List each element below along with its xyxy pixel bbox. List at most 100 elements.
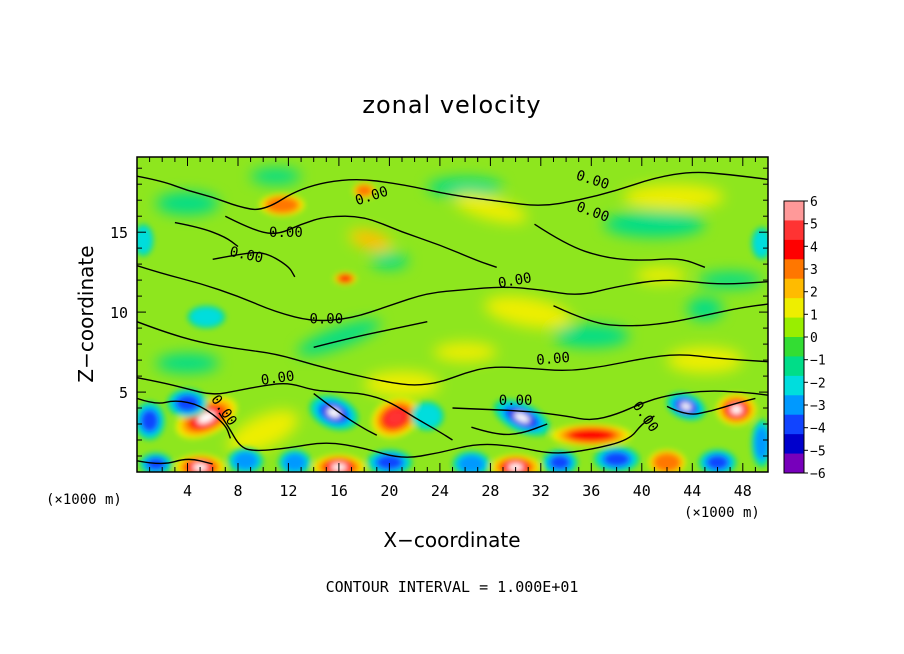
contour-line [137, 265, 768, 322]
x-axis-label: X−coordinate [383, 528, 520, 552]
colorbar-swatch [784, 239, 804, 260]
colorbar-tick-label: −1 [810, 354, 826, 369]
x-tick-label: 40 [633, 482, 651, 500]
x-tick-label: 12 [279, 482, 297, 500]
contour-line [137, 171, 768, 211]
x-tick-label: 48 [734, 482, 752, 500]
colorbar-swatch [784, 337, 804, 357]
field-feature [553, 324, 630, 348]
field-feature [156, 353, 219, 373]
field-feature [370, 252, 409, 269]
colorbar-swatch [784, 220, 804, 241]
field-feature [452, 451, 491, 472]
contour-line [313, 321, 428, 348]
contour-line [137, 377, 453, 441]
velocity-field [137, 168, 768, 472]
contour-lines [137, 171, 768, 465]
colorbar: 6 5 4 3 2 1 0 −1 −2 −3 −4 −5 −6 [783, 195, 826, 482]
field-feature [542, 449, 578, 472]
contour-line [666, 397, 756, 415]
field-feature [603, 211, 705, 237]
contour-label: 0.00 [228, 244, 264, 267]
contour-line [218, 412, 655, 458]
contour-line [137, 458, 213, 465]
colorbar-tick-label: −6 [810, 467, 826, 482]
field-feature [622, 184, 724, 210]
contour-label: 0.00 [260, 368, 296, 389]
field-feature [410, 401, 444, 431]
contour-line [224, 215, 497, 268]
x-tick-label: 24 [431, 482, 449, 500]
field-feature [550, 424, 632, 447]
contour-line [212, 251, 296, 278]
colorbar-swatch [784, 317, 804, 338]
x-tick-label: 8 [233, 482, 242, 500]
contour-line [534, 223, 706, 268]
field-feature [278, 449, 312, 472]
contour-line [471, 423, 548, 436]
contour-line [174, 221, 239, 248]
contour-label: 0.00 [497, 270, 533, 292]
x-tick-label: 20 [380, 482, 398, 500]
colorbar-swatch [784, 414, 804, 435]
colorbar-tick-label: −5 [810, 444, 826, 459]
x-tick-label: 44 [683, 482, 701, 500]
colorbar-tick-label: −4 [810, 422, 826, 437]
field-feature [259, 193, 305, 217]
field-feature [698, 272, 762, 289]
colorbar-swatch [784, 298, 804, 319]
field-feature [137, 224, 154, 257]
colorbar-tick-label: −3 [810, 399, 826, 414]
colorbar-tick-label: 3 [810, 263, 818, 278]
colorbar-tick-label: 1 [810, 308, 818, 323]
y-tick-label: 10 [110, 304, 128, 322]
contour-line [452, 390, 768, 421]
contour-line [313, 393, 378, 436]
field-feature [593, 446, 640, 472]
field-feature [250, 168, 301, 185]
field-feature [667, 347, 743, 373]
field-feature [228, 410, 299, 454]
contour-label: 0.00 [499, 393, 533, 409]
x-tick-label: 36 [582, 482, 600, 500]
colorbar-swatch [784, 259, 804, 280]
x-tick-label: 16 [330, 482, 348, 500]
field-feature [137, 401, 165, 440]
field-feature [453, 193, 528, 223]
colorbar-swatch [784, 375, 804, 396]
field-feature [309, 395, 359, 431]
contour-label: 0.00 [536, 350, 571, 369]
contour-label: 0.00 [269, 225, 303, 241]
chart-title: zonal velocity [362, 91, 541, 119]
colorbar-swatch [784, 356, 804, 377]
field-feature [348, 229, 393, 252]
x-tick-label: 32 [532, 482, 550, 500]
field-feature [139, 452, 173, 472]
field-feature [187, 305, 226, 329]
field-feature [687, 297, 723, 321]
field-feature [352, 182, 376, 199]
colorbar-tick-label: −2 [810, 376, 826, 391]
y-axis-label: Z−coordinate [74, 245, 98, 382]
field-feature [648, 449, 686, 472]
contour-label: 0.00 [309, 311, 343, 327]
contour-interval-footer: CONTOUR INTERVAL = 1.000E+01 [326, 578, 579, 596]
field-feature [167, 388, 208, 418]
colorbar-tick-label: 4 [810, 240, 818, 255]
x-tick-label: 28 [481, 482, 499, 500]
colorbar-tick-label: 5 [810, 218, 818, 233]
colorbar-tick-label: 0 [810, 331, 818, 346]
y-tick-label: 5 [119, 384, 128, 402]
colorbar-swatch [784, 395, 804, 416]
field-feature [751, 419, 768, 468]
colorbar-swatch [784, 278, 804, 299]
colorbar-tick-label: 2 [810, 286, 818, 301]
contour-line [137, 397, 232, 439]
contour-line [553, 303, 768, 327]
y-tick-label: 15 [110, 224, 128, 242]
field-feature [433, 342, 497, 362]
field-feature [716, 393, 757, 426]
colorbar-tick-label: 6 [810, 195, 818, 210]
